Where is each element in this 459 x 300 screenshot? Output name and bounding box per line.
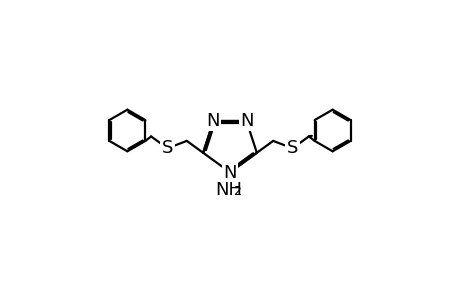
Text: N: N [223,164,236,182]
Text: S: S [286,139,297,157]
Text: NH: NH [214,181,241,199]
Text: S: S [162,139,173,157]
Text: 2: 2 [232,185,240,198]
Text: N: N [240,112,254,130]
Text: N: N [205,112,219,130]
